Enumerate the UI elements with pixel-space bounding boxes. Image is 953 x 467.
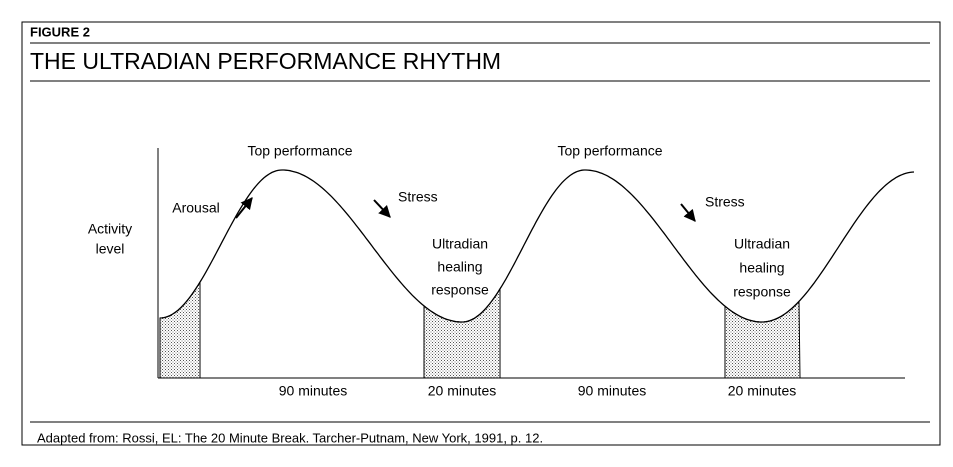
annotation: response xyxy=(733,284,791,300)
y-label: level xyxy=(96,241,125,257)
shaded-period xyxy=(724,300,801,379)
source: Adapted from: Rossi, EL: The 20 Minute B… xyxy=(37,430,543,445)
shaded-period xyxy=(423,287,501,379)
annotation: Stress xyxy=(398,189,438,205)
duration: 90 minutes xyxy=(578,383,646,399)
title: THE ULTRADIAN PERFORMANCE RHYTHM xyxy=(30,48,501,74)
annotation: response xyxy=(431,282,489,298)
annotation: Top performance xyxy=(557,143,662,159)
annotation: Arousal xyxy=(172,200,219,216)
shaded-period xyxy=(159,280,201,379)
annotation: Ultradian xyxy=(734,236,790,252)
figure-label: FIGURE 2 xyxy=(30,24,90,39)
annotation: Ultradian xyxy=(432,236,488,252)
annotation: Stress xyxy=(705,194,745,210)
duration: 20 minutes xyxy=(428,383,496,399)
frame xyxy=(21,21,941,446)
duration: 20 minutes xyxy=(728,383,796,399)
shaded-periods xyxy=(159,280,801,379)
duration: 90 minutes xyxy=(279,383,347,399)
rhythm-curve xyxy=(159,169,915,323)
annotation: healing xyxy=(739,260,784,276)
arrow xyxy=(680,203,696,222)
arrow xyxy=(235,197,253,219)
arrow xyxy=(373,199,391,218)
annotation: Top performance xyxy=(247,143,352,159)
annotation: healing xyxy=(437,259,482,275)
y-label: Activity xyxy=(88,221,132,237)
